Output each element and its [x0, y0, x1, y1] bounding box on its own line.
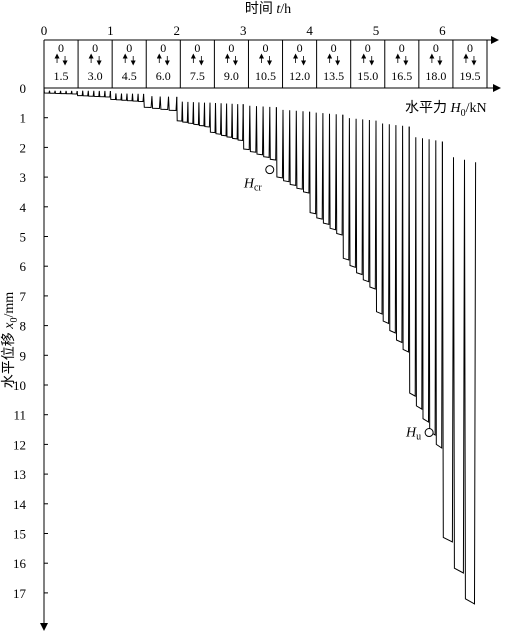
- curve-segment: [309, 111, 344, 236]
- load-step-table: 0 1.5 0 3.0 0 4.5 0 6.0 0 7.5 0 9.0 0 10.5 0 12.0 0 13.5 0…: [43, 36, 499, 88]
- load-value-label: 12.0: [289, 69, 310, 83]
- load-value-label: 4.5: [122, 69, 137, 83]
- top-tick-label: 4: [306, 23, 313, 38]
- annotation-marker: [265, 165, 275, 175]
- axes: [40, 84, 501, 631]
- curve-segment: [441, 141, 477, 605]
- y-tick-label: 13: [13, 467, 26, 482]
- y-tick-label: 17: [13, 586, 27, 601]
- load-value-label: 19.5: [459, 69, 480, 83]
- load-value-label: 16.5: [391, 69, 412, 83]
- load-zero-label: 0: [297, 41, 303, 55]
- load-zero-label: 0: [228, 41, 234, 55]
- load-value-label: 10.5: [255, 69, 276, 83]
- load-value-label: 7.5: [190, 69, 205, 83]
- load-value-label: 15.0: [357, 69, 378, 83]
- top-axis: 0 1 2 3 4 5 6: [41, 23, 446, 38]
- y-tick-label: 15: [13, 527, 26, 542]
- curve-segment: [76, 90, 111, 98]
- annotations: Hcr Hu: [243, 165, 434, 443]
- load-zero-label: 0: [399, 41, 405, 55]
- curve-segment: [109, 90, 145, 103]
- curve-segment: [342, 114, 377, 290]
- load-zero-label: 0: [467, 41, 473, 55]
- load-zero-label: 0: [263, 41, 269, 55]
- load-zero-label: 0: [433, 41, 439, 55]
- y-tick-label: 5: [20, 230, 27, 245]
- curve-segment: [143, 93, 178, 112]
- load-zero-label: 0: [126, 41, 132, 55]
- y-tick-label: 7: [20, 289, 27, 304]
- y-tick-label: 8: [20, 319, 27, 334]
- top-tick-label: 1: [107, 23, 114, 38]
- load-zero-label: 0: [58, 41, 64, 55]
- y-tick-label: 1: [20, 111, 27, 126]
- curve-segment: [275, 107, 311, 194]
- y-tick-label: 2: [20, 140, 27, 155]
- y-tick-label: 12: [13, 437, 26, 452]
- top-tick-label: 0: [41, 23, 48, 38]
- load-zero-label: 0: [160, 41, 166, 55]
- top-axis-title: 时间 t/h: [245, 1, 291, 17]
- load-value-label: 13.5: [323, 69, 344, 83]
- load-value-label: 6.0: [156, 69, 171, 83]
- y-tick-label: 0: [20, 81, 27, 96]
- curve-segment: [176, 96, 211, 128]
- displacement-curve: [43, 87, 477, 605]
- y-tick-label: 16: [13, 556, 27, 571]
- y-axis-title: 水平位移 x0/mm: [1, 292, 20, 388]
- curve-segment: [408, 126, 443, 449]
- load-value-label: 3.0: [88, 69, 103, 83]
- load-value-label: 9.0: [224, 69, 239, 83]
- load-value-label: 1.5: [54, 69, 69, 83]
- load-zero-label: 0: [194, 41, 200, 55]
- annotation-label: Hu: [405, 426, 421, 443]
- annotation-marker: [424, 428, 434, 438]
- annotation-label: Hcr: [243, 177, 263, 194]
- y-tick-label: 9: [20, 348, 27, 363]
- curve-segment: [209, 102, 244, 142]
- top-tick-label: 6: [439, 23, 446, 38]
- y-tick-label: 11: [13, 408, 26, 423]
- load-zero-label: 0: [365, 41, 371, 55]
- y-tick-label: 6: [20, 259, 27, 274]
- load-zero-label: 0: [92, 41, 98, 55]
- top-tick-label: 3: [240, 23, 247, 38]
- load-zero-label: 0: [331, 41, 337, 55]
- y-tick-label: 14: [13, 497, 27, 512]
- curve-segment: [43, 87, 78, 95]
- top-tick-label: 5: [373, 23, 380, 38]
- top-tick-label: 2: [174, 23, 181, 38]
- load-axis-title: 水平力 H0/kN: [405, 100, 487, 119]
- y-tick-label: 4: [20, 200, 27, 215]
- curve-segment: [375, 120, 410, 353]
- load-value-label: 18.0: [425, 69, 446, 83]
- y-tick-label: 10: [13, 378, 26, 393]
- y-tick-label: 3: [20, 170, 27, 185]
- curve-segment: [242, 104, 277, 161]
